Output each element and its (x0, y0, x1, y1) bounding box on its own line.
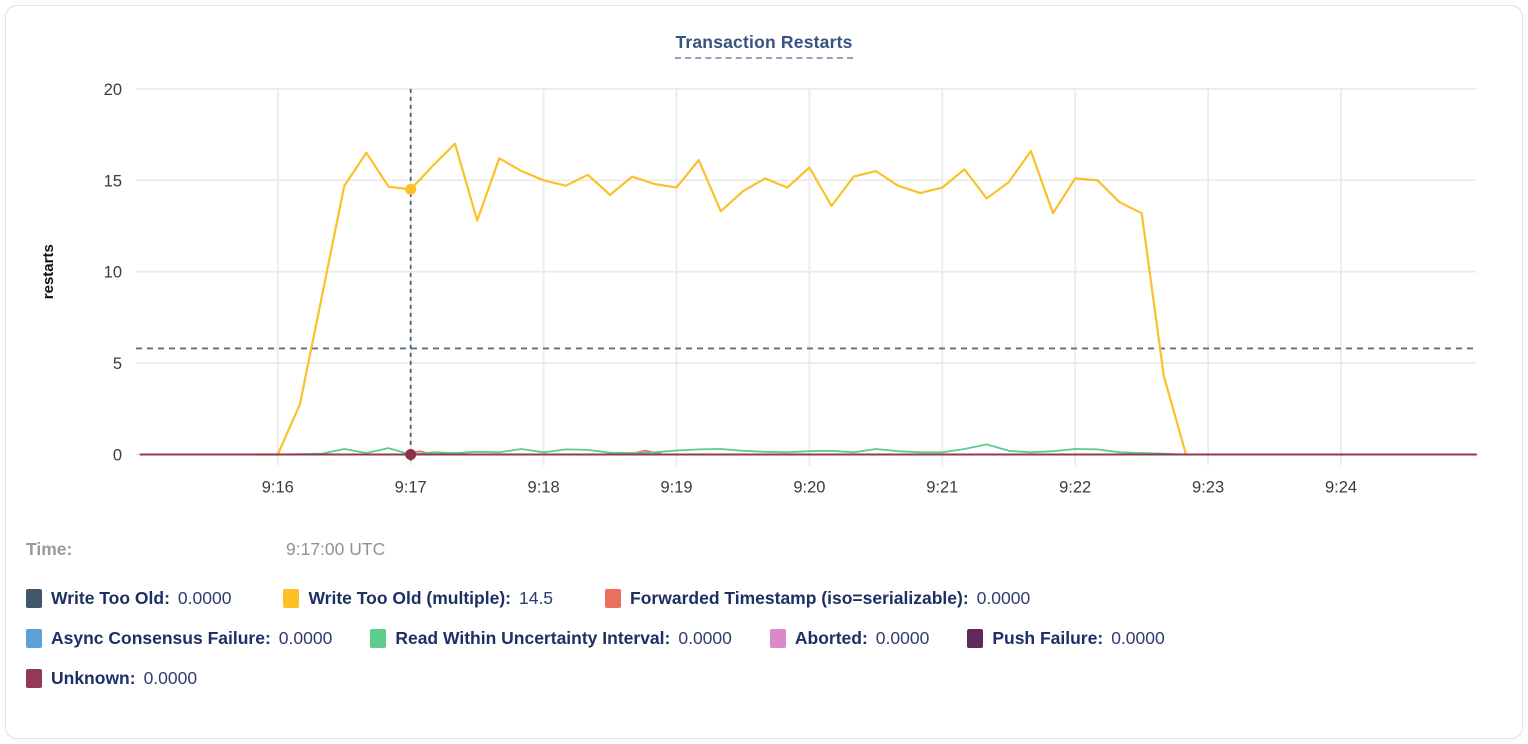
legend-item[interactable]: Async Consensus Failure: 0.0000 (26, 628, 332, 649)
chart-legend: Write Too Old: 0.0000 Write Too Old (multi… (26, 588, 1520, 708)
legend-label: Forwarded Timestamp (iso=serializable): (630, 588, 969, 608)
y-axis-tick-label: 5 (113, 355, 122, 373)
x-axis-tick-label: 9:21 (926, 479, 958, 497)
legend-swatch (26, 589, 42, 608)
legend-swatch (605, 589, 622, 608)
chart-header: Transaction Restarts (6, 32, 1522, 59)
legend-swatch (26, 669, 42, 688)
legend-label: Push Failure: (992, 628, 1104, 648)
series-line-write-too-old-multiple- (254, 142, 1188, 456)
legend-value: 0.0000 (976, 588, 1031, 608)
legend-swatch (26, 629, 42, 648)
legend-value: 0.0000 (1111, 628, 1165, 648)
y-axis-tick-label: 20 (104, 81, 122, 99)
legend-label: Read Within Uncertainty Interval: (395, 628, 671, 648)
legend-item[interactable]: Write Too Old (multiple): 14.5 (283, 588, 553, 609)
legend-swatch (967, 629, 984, 648)
y-axis-tick-label: 0 (113, 447, 122, 465)
x-axis-tick-label: 9:19 (660, 479, 692, 497)
legend-item[interactable]: Unknown: 0.0000 (26, 668, 197, 689)
chart-title[interactable]: Transaction Restarts (675, 32, 853, 59)
legend-label: Write Too Old: (51, 588, 170, 608)
legend-item[interactable]: Read Within Uncertainty Interval: 0.0000 (370, 628, 732, 649)
transaction-restarts-chart[interactable]: 0 5 10 15 20 9:16 9:17 9:18 9:19 9:20 9:21 9:22 9:23… (6, 64, 1528, 524)
crosshair-hover-dot (405, 449, 417, 460)
legend-swatch (769, 629, 786, 648)
legend-item[interactable]: Aborted: 0.0000 (769, 628, 930, 649)
chart-card: Transaction Restarts 0 5 10 15 20 9:16 9:17 9:1… (5, 5, 1523, 739)
legend-label: Unknown: (51, 668, 136, 688)
x-axis-tick-label: 9:16 (262, 479, 294, 497)
legend-label: Async Consensus Failure: (51, 628, 271, 648)
legend-label: Aborted: (794, 628, 868, 648)
legend-item[interactable]: Write Too Old: 0.0000 (26, 588, 231, 609)
legend-row: Write Too Old: 0.0000 Write Too Old (multi… (26, 588, 1520, 609)
x-axis-tick-label: 9:18 (528, 479, 560, 497)
legend-value: 14.5 (518, 588, 554, 608)
legend-item[interactable]: Forwarded Timestamp (iso=serializable): 0… (605, 588, 1030, 609)
legend-value: 0.0000 (278, 628, 333, 648)
x-axis-tick-label: 9:23 (1192, 479, 1224, 497)
tooltip-time-row: Time: 9:17:00 UTC (26, 539, 385, 560)
legend-value: 0.0000 (143, 668, 198, 688)
legend-row: Async Consensus Failure: 0.0000 Read Withi… (26, 628, 1520, 649)
legend-row: Unknown: 0.0000 (26, 668, 1520, 689)
x-axis-tick-label: 9:24 (1325, 479, 1357, 497)
crosshair-hover-dot (405, 183, 417, 195)
legend-value: 0.0000 (875, 628, 930, 648)
tooltip-time-value: 9:17:00 UTC (286, 539, 386, 559)
series-line-read-within-uncertainty-interval (276, 443, 1187, 456)
legend-value: 0.0000 (678, 628, 732, 648)
y-axis-title: restarts (40, 244, 57, 299)
legend-item[interactable]: Push Failure: 0.0000 (967, 628, 1165, 649)
tooltip-time-label: Time: (26, 539, 73, 559)
x-axis-tick-label: 9:17 (395, 479, 427, 497)
y-axis-tick-label: 10 (104, 264, 122, 282)
legend-swatch (370, 629, 387, 648)
legend-label: Write Too Old (multiple): (308, 588, 511, 608)
y-axis-tick-label: 15 (104, 172, 122, 190)
legend-value: 0.0000 (177, 588, 232, 608)
x-axis-tick-label: 9:22 (1059, 479, 1091, 497)
x-axis-tick-label: 9:20 (793, 479, 825, 497)
legend-swatch (283, 589, 300, 608)
